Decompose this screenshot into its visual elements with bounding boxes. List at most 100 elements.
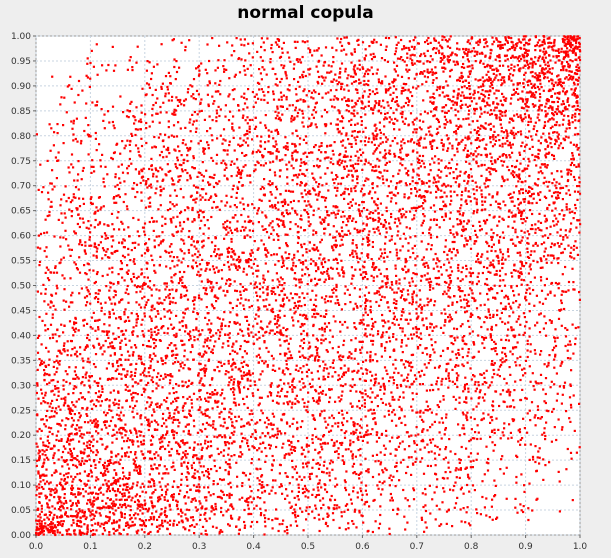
scatter-point [242,267,246,270]
scatter-point [247,497,250,500]
scatter-point [40,474,43,477]
scatter-point [470,312,473,315]
scatter-point [102,249,106,252]
scatter-point [515,284,518,288]
scatter-point [40,429,43,432]
scatter-point [423,530,426,533]
scatter-point [571,49,574,52]
scatter-point [369,333,372,336]
scatter-point [453,506,456,509]
scatter-point [61,486,64,489]
scatter-point [248,423,251,426]
scatter-point [226,441,229,444]
scatter-point [183,415,186,418]
scatter-point [429,191,432,194]
scatter-point [460,445,463,449]
scatter-point [84,373,87,376]
scatter-point [383,125,386,128]
scatter-point [144,303,148,306]
scatter-point [432,47,436,50]
scatter-point [483,321,486,324]
scatter-point [260,327,264,330]
scatter-point [573,83,576,86]
scatter-point [230,378,233,381]
scatter-point [269,61,272,64]
scatter-point [177,180,180,183]
scatter-point [494,347,497,350]
scatter-point [275,149,278,153]
scatter-point [447,109,450,113]
scatter-point [538,55,541,58]
scatter-point [286,213,290,216]
scatter-point [98,343,101,346]
scatter-point [160,325,164,328]
scatter-point [104,473,107,477]
scatter-point [328,479,332,482]
scatter-point [526,167,529,170]
scatter-point [212,286,215,289]
scatter-point [53,507,56,510]
scatter-point [66,515,69,518]
scatter-point [307,358,310,361]
scatter-point [483,200,487,203]
scatter-point [505,466,508,469]
scatter-point [102,464,105,467]
scatter-point [501,351,504,354]
scatter-point [575,145,578,148]
scatter-point [467,81,470,84]
scatter-point [124,358,127,361]
scatter-point [231,89,234,92]
scatter-point [403,47,406,50]
scatter-point [277,235,280,238]
scatter-point [72,122,75,125]
scatter-point [507,75,511,78]
scatter-point [148,405,151,408]
scatter-point [479,85,483,88]
scatter-point [226,149,229,152]
scatter-point [49,528,52,531]
scatter-point [469,200,472,203]
scatter-point [320,342,323,345]
scatter-point [377,226,380,229]
scatter-point [78,525,81,528]
scatter-point [295,99,298,103]
scatter-point [40,510,43,513]
scatter-point [138,430,141,433]
scatter-point [56,520,59,524]
scatter-point [517,429,520,432]
scatter-point [517,92,520,95]
scatter-point [72,478,75,481]
scatter-point [549,142,552,145]
scatter-point [207,262,210,265]
scatter-point [103,313,106,316]
scatter-point [301,40,304,43]
scatter-point [363,260,366,263]
scatter-point [70,120,73,123]
scatter-point [485,445,488,448]
scatter-point [168,503,171,506]
scatter-point [135,312,138,316]
scatter-point [306,268,309,271]
scatter-point [517,276,520,279]
scatter-point [114,398,117,401]
scatter-point [276,433,279,436]
scatter-point [362,323,365,326]
scatter-point [383,154,386,157]
scatter-point [489,55,492,58]
scatter-point [311,441,314,444]
scatter-point [57,394,60,397]
scatter-point [520,217,523,221]
scatter-point [86,526,89,529]
scatter-point [160,87,163,90]
scatter-point [93,486,96,489]
scatter-point [59,509,62,512]
scatter-point [235,174,238,177]
scatter-point [411,176,414,179]
scatter-point [535,382,538,385]
scatter-point [317,312,320,316]
scatter-point [444,428,447,431]
scatter-point [307,216,310,219]
scatter-point [342,221,345,224]
scatter-point [272,423,275,426]
scatter-point [521,368,524,371]
